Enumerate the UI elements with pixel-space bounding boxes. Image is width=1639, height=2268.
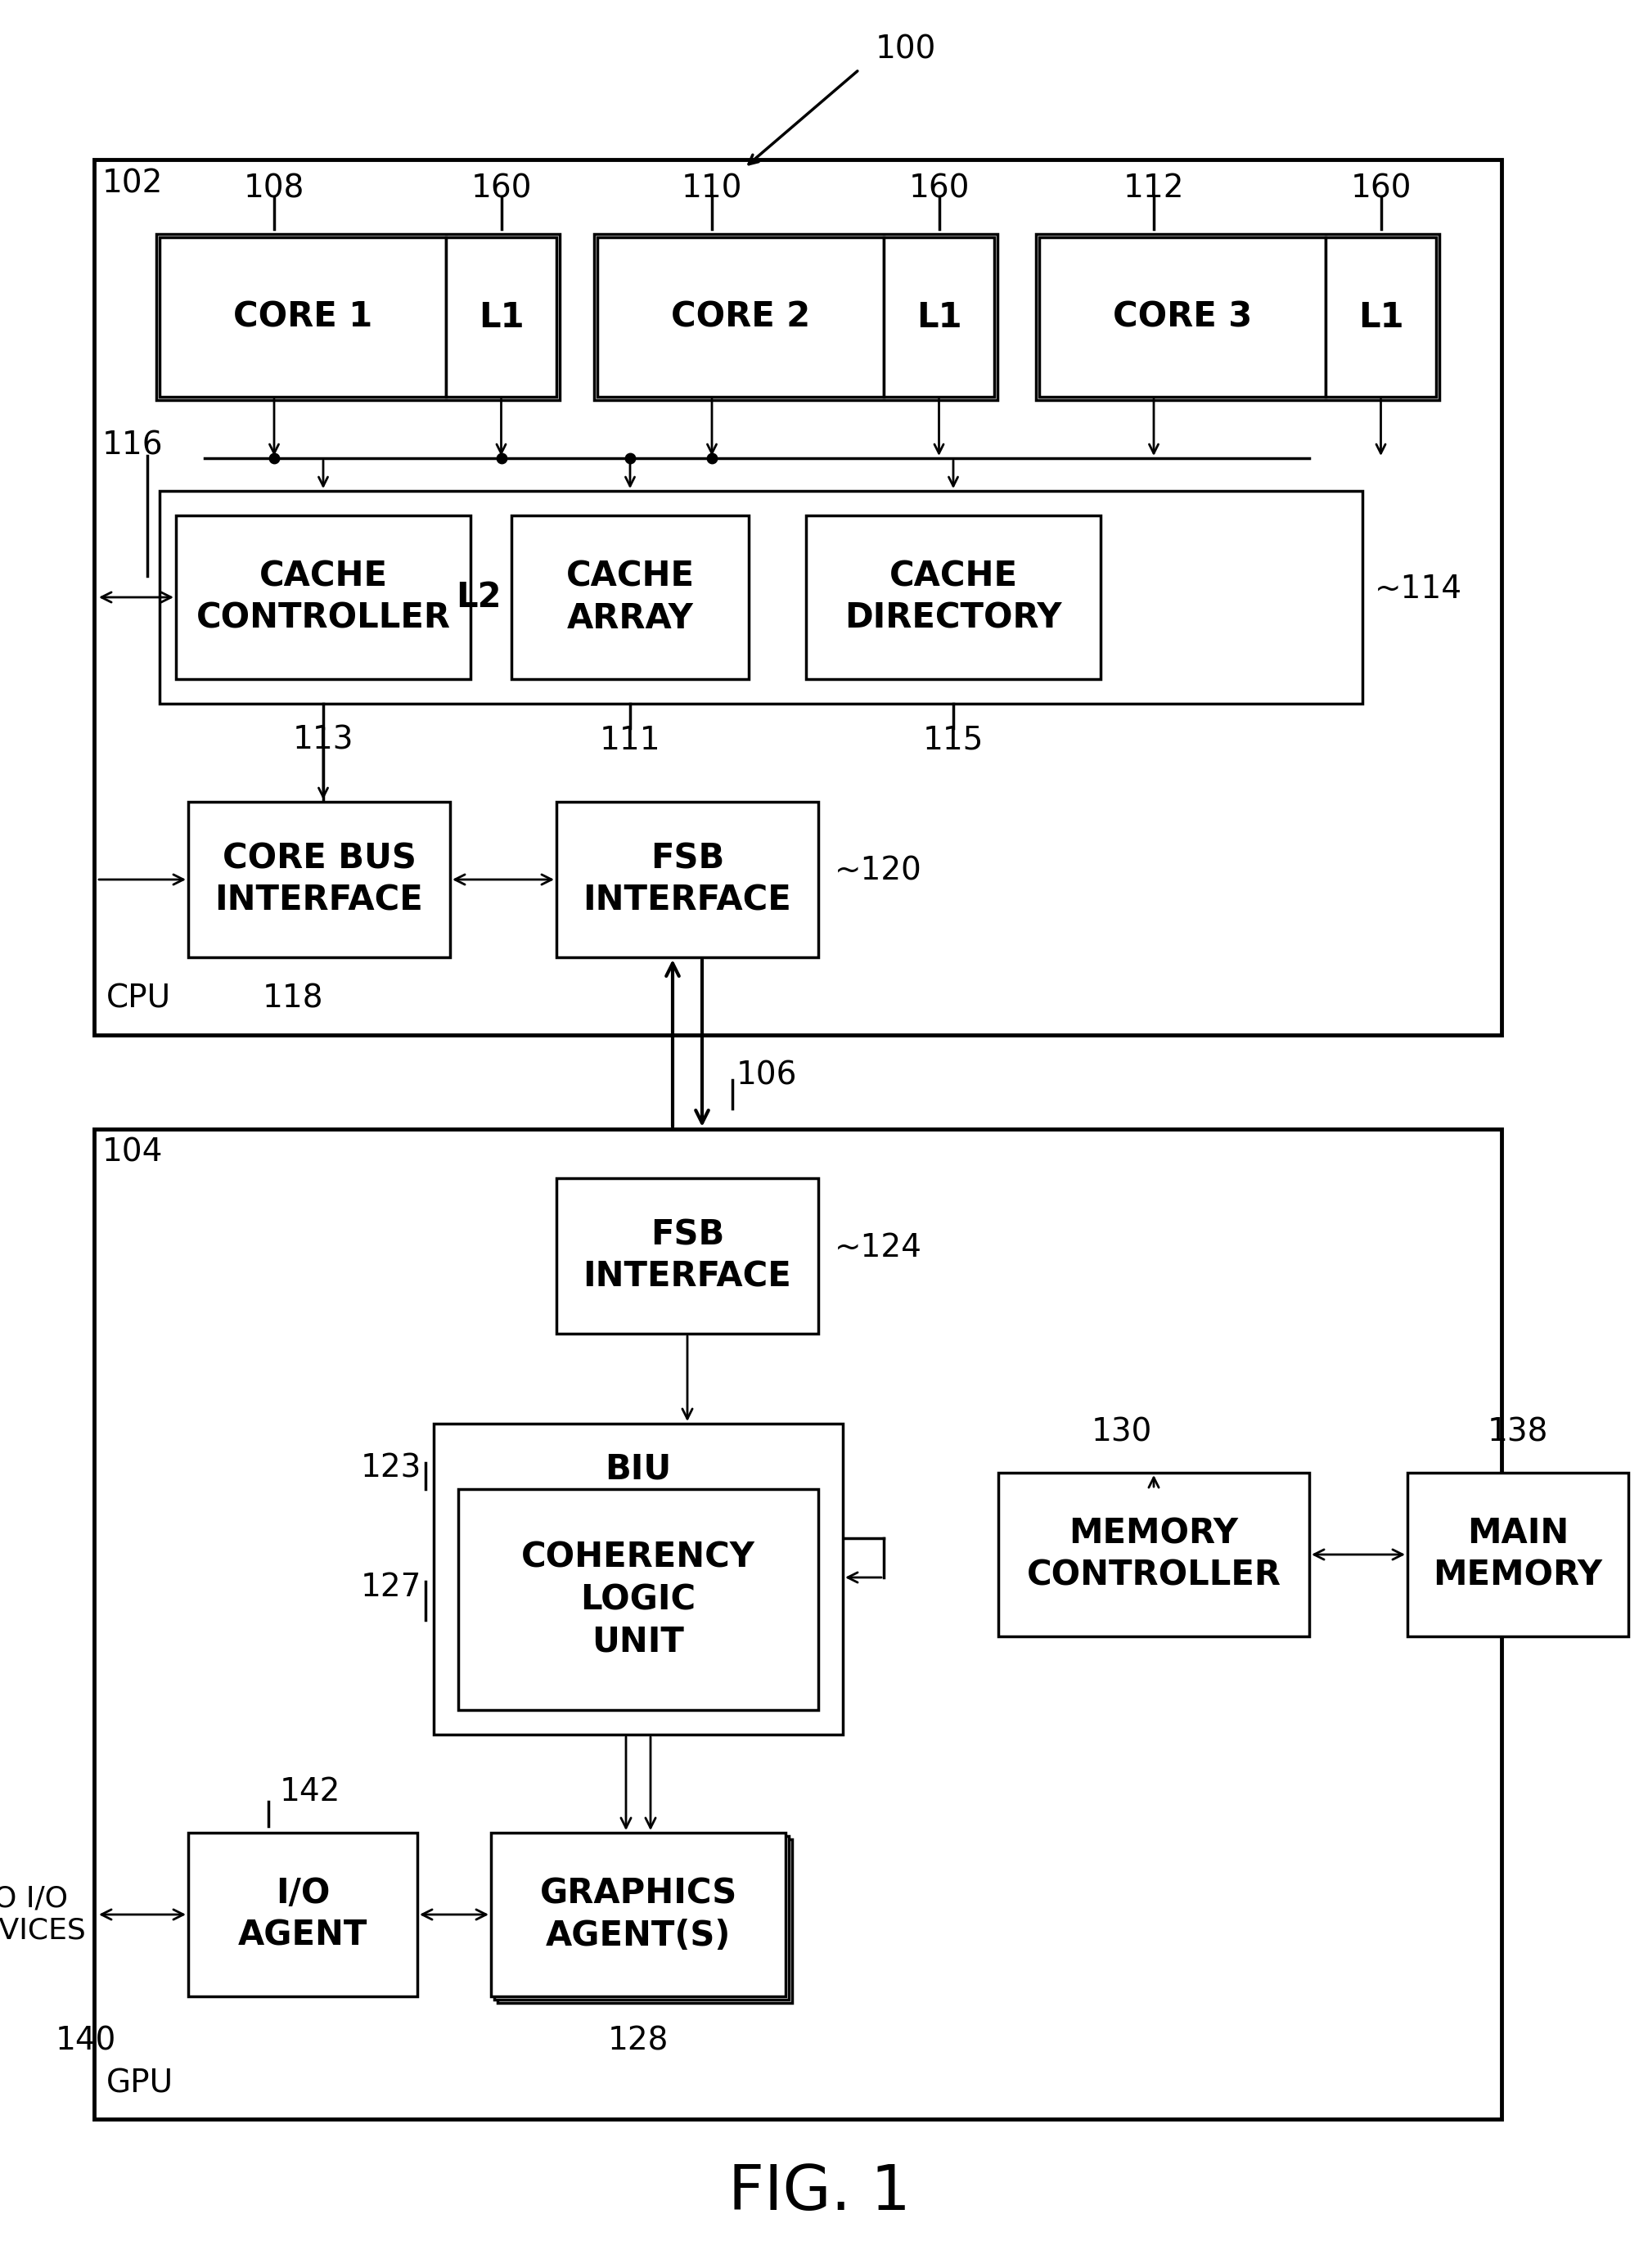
Text: COHERENCY
LOGIC
UNIT: COHERENCY LOGIC UNIT: [521, 1540, 756, 1660]
Text: GPU: GPU: [107, 2068, 174, 2098]
Text: CORE BUS
INTERFACE: CORE BUS INTERFACE: [215, 841, 423, 919]
Bar: [188, 803, 451, 957]
Text: 118: 118: [262, 982, 323, 1014]
Text: 112: 112: [1123, 172, 1185, 204]
Text: MAIN
MEMORY: MAIN MEMORY: [1432, 1515, 1603, 1592]
Text: L1: L1: [916, 299, 962, 333]
Text: 160: 160: [470, 172, 531, 204]
Text: 130: 130: [1092, 1415, 1152, 1447]
Text: 111: 111: [600, 726, 661, 755]
Text: BIU: BIU: [605, 1452, 672, 1486]
Text: 108: 108: [244, 172, 305, 204]
Bar: [188, 1833, 418, 1996]
Bar: [495, 1837, 788, 2000]
Bar: [1326, 238, 1436, 397]
Text: 160: 160: [908, 172, 969, 204]
Text: ~114: ~114: [1375, 574, 1462, 606]
Text: CORE 3: CORE 3: [1113, 299, 1252, 333]
Bar: [459, 1490, 818, 1710]
Text: MEMORY
CONTROLLER: MEMORY CONTROLLER: [1026, 1515, 1282, 1592]
Text: FSB
INTERFACE: FSB INTERFACE: [583, 1218, 792, 1295]
Text: 113: 113: [293, 726, 354, 755]
Text: FIG. 1: FIG. 1: [728, 2161, 911, 2223]
Text: 115: 115: [923, 726, 983, 755]
Bar: [1036, 234, 1439, 399]
Text: 140: 140: [56, 2025, 116, 2057]
Text: 142: 142: [280, 1776, 341, 1808]
Bar: [597, 238, 883, 397]
Text: FSB
INTERFACE: FSB INTERFACE: [583, 841, 792, 919]
Text: ~120: ~120: [834, 855, 923, 887]
Text: 110: 110: [682, 172, 742, 204]
Bar: [593, 234, 998, 399]
Text: 104: 104: [102, 1136, 164, 1168]
Bar: [998, 1472, 1310, 1637]
Bar: [556, 1177, 818, 1334]
Bar: [556, 803, 818, 957]
Bar: [159, 490, 1362, 703]
Text: 128: 128: [608, 2025, 669, 2057]
Text: 123: 123: [361, 1454, 421, 1483]
Bar: [156, 234, 559, 399]
Bar: [498, 1839, 792, 2003]
Text: 100: 100: [875, 34, 936, 64]
Text: 116: 116: [102, 431, 164, 460]
Bar: [175, 515, 470, 678]
Bar: [883, 238, 995, 397]
Bar: [93, 1129, 1501, 2118]
Text: 106: 106: [736, 1061, 798, 1091]
Text: CPU: CPU: [107, 984, 170, 1014]
Bar: [159, 238, 446, 397]
Text: CORE 2: CORE 2: [670, 299, 810, 333]
Text: 127: 127: [361, 1572, 421, 1603]
Text: CORE 1: CORE 1: [233, 299, 372, 333]
Bar: [806, 515, 1100, 678]
Bar: [492, 1833, 785, 1996]
Text: L1: L1: [1359, 299, 1403, 333]
Text: ~124: ~124: [834, 1232, 923, 1263]
Bar: [434, 1424, 842, 1735]
Text: 160: 160: [1351, 172, 1411, 204]
Bar: [1039, 238, 1326, 397]
Text: CACHE
CONTROLLER: CACHE CONTROLLER: [197, 558, 451, 635]
Text: 138: 138: [1488, 1415, 1549, 1447]
Text: L1: L1: [479, 299, 524, 333]
Text: I/O
AGENT: I/O AGENT: [238, 1876, 367, 1953]
Text: GRAPHICS
AGENT(S): GRAPHICS AGENT(S): [539, 1876, 738, 1953]
Text: L2: L2: [456, 581, 502, 615]
Text: CACHE
DIRECTORY: CACHE DIRECTORY: [844, 558, 1062, 635]
Bar: [1408, 1472, 1629, 1637]
Text: CACHE
ARRAY: CACHE ARRAY: [565, 558, 695, 635]
Bar: [446, 238, 556, 397]
Text: TO I/O
DEVICES: TO I/O DEVICES: [0, 1885, 85, 1944]
Bar: [93, 159, 1501, 1034]
Text: 102: 102: [102, 168, 164, 200]
Bar: [511, 515, 749, 678]
